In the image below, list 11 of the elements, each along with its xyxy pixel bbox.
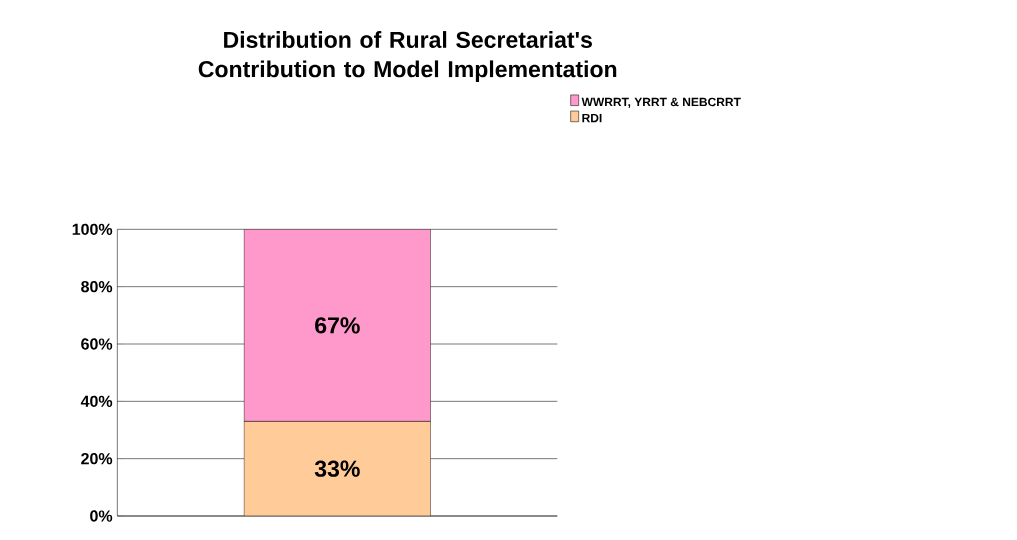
y-tick-label: 80% bbox=[81, 281, 113, 293]
data-label: 67% bbox=[315, 317, 360, 334]
y-tick-label: 20% bbox=[81, 453, 113, 465]
y-tick-label: 0% bbox=[90, 510, 113, 522]
y-tick-label: 40% bbox=[80, 395, 113, 407]
data-label: 33% bbox=[314, 460, 360, 477]
legend-label: RDI bbox=[582, 113, 602, 123]
y-tick-label: 100% bbox=[72, 223, 113, 235]
legend-label: WWRRT, YRRT & NEBCRRT bbox=[581, 97, 741, 108]
chart-title: Distribution of Rural Secretariat's Contribution to Model Implementation bbox=[198, 31, 617, 82]
y-tick-label: 60% bbox=[81, 338, 113, 350]
